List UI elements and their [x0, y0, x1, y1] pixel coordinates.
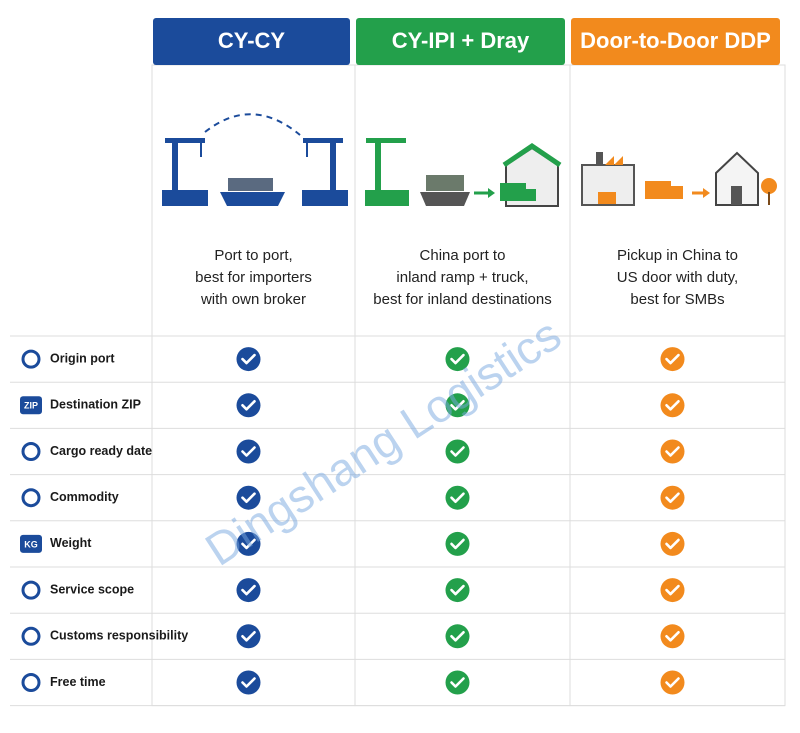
- column-title: CY-IPI + Dray: [392, 28, 530, 53]
- check-mark: [665, 353, 680, 365]
- column-box: [151, 64, 356, 707]
- column-description: best for inland destinations: [373, 291, 551, 308]
- row-label: Cargo ready date: [50, 444, 152, 458]
- check-mark: [241, 400, 256, 411]
- check-mark: [665, 400, 680, 411]
- check-circle: [236, 347, 261, 372]
- check-circle: [445, 347, 470, 372]
- door-illustration: [581, 151, 777, 206]
- row-label: Service scope: [50, 582, 134, 596]
- row-icon: [21, 488, 41, 508]
- check-mark: [241, 631, 256, 642]
- row-label: Weight: [50, 536, 92, 550]
- check-circle: [445, 531, 470, 556]
- row-icon: [21, 349, 41, 369]
- column-description: inland ramp + truck,: [396, 269, 528, 286]
- column-description: US door with duty,: [617, 269, 738, 286]
- row-icon: [21, 626, 41, 646]
- row-icon: [21, 442, 41, 461]
- check-circle: [660, 624, 685, 649]
- check-mark: [241, 353, 256, 365]
- check-mark: [450, 492, 465, 503]
- row-label: Commodity: [50, 490, 119, 504]
- check-mark: [665, 631, 680, 642]
- check-mark: [241, 492, 256, 503]
- check-mark: [241, 538, 256, 550]
- check-circle: [445, 624, 470, 649]
- check-circle: [236, 531, 261, 556]
- check-mark: [241, 584, 256, 596]
- row-label: Customs responsibility: [50, 629, 188, 643]
- check-circle: [236, 670, 261, 695]
- column-description: best for importers: [195, 269, 312, 286]
- check-mark: [665, 584, 680, 596]
- column-title: CY-CY: [218, 28, 286, 53]
- check-circle: [445, 485, 470, 510]
- column-description: Port to port,: [214, 247, 292, 264]
- check-circle: [445, 439, 470, 464]
- check-mark: [450, 631, 465, 642]
- check-circle: [445, 578, 470, 603]
- row-icon: [21, 580, 41, 600]
- row-icon: [21, 673, 41, 692]
- check-circle: [236, 485, 261, 510]
- check-circle: [236, 393, 261, 418]
- column-description: with own broker: [200, 291, 306, 308]
- row-label: Origin port: [50, 351, 115, 365]
- check-mark: [665, 677, 680, 688]
- check-circle: [236, 624, 261, 649]
- row-icon: [20, 396, 42, 415]
- check-mark: [450, 353, 465, 365]
- column-description: China port to: [420, 247, 506, 264]
- check-mark: [450, 584, 465, 596]
- check-mark: [241, 677, 256, 688]
- check-mark: [665, 492, 680, 503]
- column-header: [153, 18, 350, 65]
- check-mark: [450, 677, 465, 688]
- check-circle: [660, 531, 685, 556]
- check-circle: [660, 347, 685, 372]
- check-circle: [660, 485, 685, 510]
- column-header: [356, 18, 565, 65]
- check-circle: [660, 393, 685, 418]
- rail-illustration: [365, 138, 562, 207]
- row-icon-text: KG: [24, 539, 38, 549]
- row-label: Destination ZIP: [50, 398, 141, 412]
- check-mark: [241, 446, 256, 457]
- row-label: Free time: [50, 675, 106, 689]
- column-description: Pickup in China to: [617, 247, 738, 264]
- check-circle: [236, 439, 261, 464]
- check-circle: [236, 578, 261, 603]
- column-description: best for SMBs: [630, 291, 724, 308]
- check-circle: [660, 578, 685, 603]
- check-circle: [660, 439, 685, 464]
- check-circle: [445, 670, 470, 695]
- check-circle: [660, 670, 685, 695]
- check-mark: [450, 446, 465, 457]
- check-mark: [450, 400, 465, 411]
- check-mark: [450, 538, 465, 550]
- check-mark: [665, 538, 680, 550]
- column-title: Door-to-Door DDP: [580, 28, 771, 53]
- port-illustration: [162, 113, 348, 206]
- check-circle: [445, 393, 470, 418]
- row-icon-text: ZIP: [24, 401, 38, 411]
- illustrations: [162, 113, 777, 207]
- column-header: [571, 18, 780, 65]
- row-icon: [20, 534, 42, 553]
- check-mark: [665, 446, 680, 457]
